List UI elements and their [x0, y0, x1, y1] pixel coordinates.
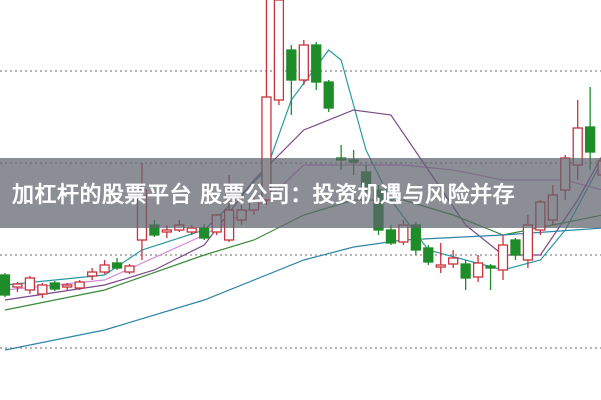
candle-body [124, 265, 135, 273]
candle-body [87, 271, 98, 277]
candle [37, 283, 48, 298]
candle [0, 273, 11, 297]
candle-body [385, 229, 397, 244]
candle-body [448, 257, 459, 265]
candle-body [286, 49, 297, 81]
candle-body [323, 81, 334, 109]
candle [298, 40, 309, 85]
candle-body [99, 264, 110, 273]
candle-body [510, 239, 521, 256]
candle [585, 87, 596, 170]
candle-body [199, 227, 210, 239]
candle-body [111, 262, 123, 269]
candle-body [585, 126, 596, 153]
moving-average-line-5 [4, 227, 601, 351]
candle-body [497, 244, 509, 271]
candle [273, 0, 285, 105]
candle-body [12, 283, 23, 288]
candle-body [410, 224, 422, 251]
candle [323, 80, 334, 112]
candle [510, 238, 521, 260]
moving-average-line-1 [4, 49, 601, 286]
candle [448, 250, 459, 268]
candle-body [24, 277, 36, 291]
candle [423, 245, 434, 265]
candle-body [273, 0, 285, 101]
candle [62, 283, 73, 291]
candle-body [49, 282, 60, 290]
candle [311, 42, 322, 90]
candle [111, 258, 123, 270]
candle [435, 243, 446, 273]
candle [99, 260, 110, 274]
candle [24, 276, 36, 294]
candle [12, 282, 23, 292]
candle-body [472, 262, 484, 278]
candle [497, 235, 509, 280]
candle [74, 280, 85, 290]
candle [87, 268, 98, 280]
candle [485, 264, 496, 290]
candle [286, 45, 297, 115]
moving-average-line-3 [4, 109, 601, 301]
candle-body [186, 227, 197, 233]
banner-title: 加杠杆的股票平台 股票公司：投资机遇与风险并存 [12, 183, 516, 208]
candle-body [37, 284, 48, 295]
candle-body [423, 247, 434, 263]
candle-body [485, 265, 496, 269]
candle-body [460, 263, 471, 279]
candle [460, 260, 471, 290]
candle [124, 264, 135, 274]
candle-body [74, 281, 85, 289]
candle-body [161, 229, 173, 233]
candle-body [522, 224, 534, 261]
title-banner: 加杠杆的股票平台 股票公司：投资机遇与风险并存 [0, 158, 601, 228]
candle [49, 281, 60, 291]
candle-body [0, 274, 11, 296]
candle [472, 255, 484, 282]
candle-body [62, 284, 73, 288]
candle-body [311, 44, 322, 83]
candle [385, 225, 397, 245]
candle-body [298, 44, 309, 81]
candle-body [435, 264, 446, 268]
